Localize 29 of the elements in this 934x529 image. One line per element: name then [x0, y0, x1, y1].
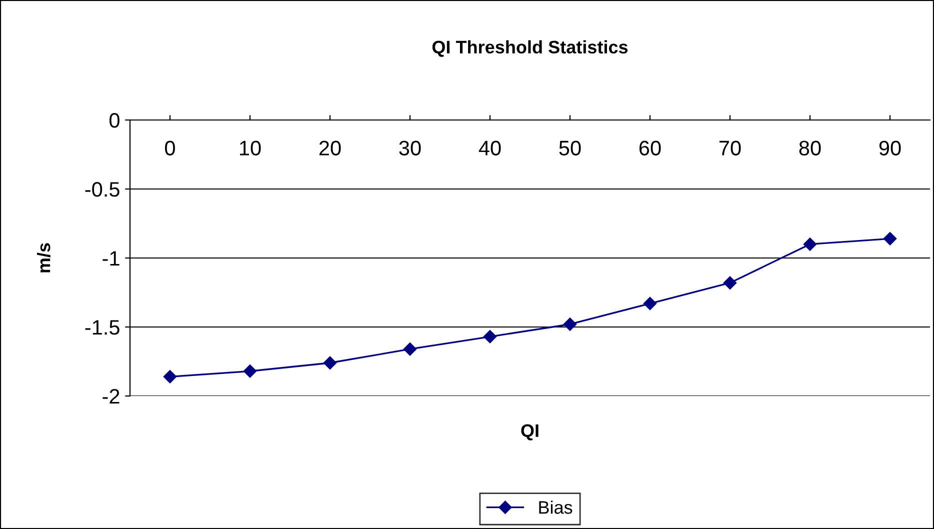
x-tick-label: 50 — [559, 140, 581, 156]
x-tick-label: 10 — [240, 140, 261, 156]
x-tick-label: 90 — [879, 140, 901, 156]
y-tick-label: -2 — [102, 389, 120, 404]
point — [323, 356, 337, 370]
point — [803, 238, 817, 251]
point — [403, 342, 417, 356]
y-tick-label: 0 — [110, 113, 120, 128]
point — [483, 330, 497, 344]
x-tick-label: 40 — [478, 140, 501, 156]
y-tick-label: -0.5 — [85, 182, 120, 197]
legend-label: Bias — [539, 500, 572, 514]
x-tick-label: 20 — [319, 140, 341, 156]
x-axis-title: QI — [521, 424, 538, 440]
y-tick-label: -1.5 — [85, 320, 120, 335]
point — [643, 296, 657, 310]
point — [563, 318, 577, 331]
chart-title: QI Threshold Statistics — [432, 40, 628, 57]
point — [883, 232, 897, 246]
point — [243, 364, 257, 378]
y-tick-label: -1 — [102, 251, 120, 266]
x-tick-label: 70 — [719, 140, 741, 156]
point — [723, 276, 737, 290]
x-tick-label: 0 — [165, 140, 175, 156]
y-axis-title: m/s — [36, 243, 50, 272]
x-tick-label: 30 — [399, 140, 421, 156]
x-tick-label: 80 — [799, 140, 821, 156]
point — [163, 370, 177, 384]
x-tick-label: 60 — [639, 140, 661, 156]
